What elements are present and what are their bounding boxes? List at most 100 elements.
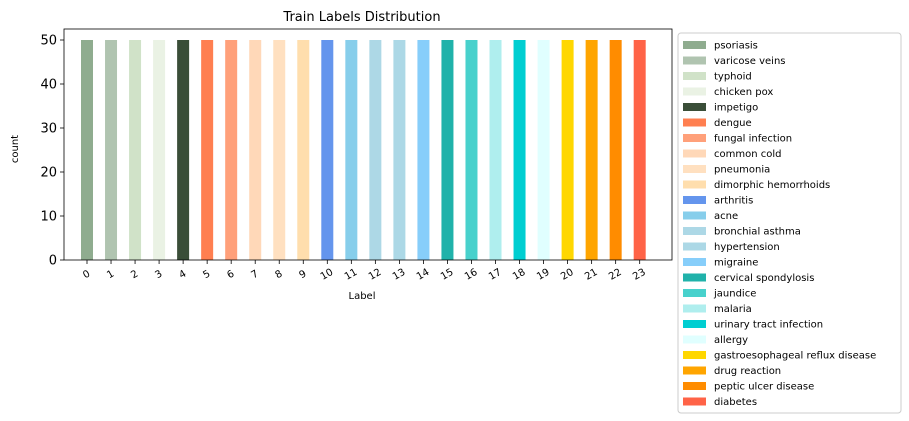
bar-jaundice (465, 40, 478, 260)
legend-entry: malaria (714, 304, 752, 315)
x-tick-label: 5 (201, 268, 212, 281)
bar-hypertension (393, 40, 406, 260)
x-tick-label: 3 (153, 268, 164, 281)
bar-peptic-ulcer-disease (609, 40, 622, 260)
legend-swatch (683, 72, 706, 80)
bar-arthritis (321, 40, 334, 260)
x-tick-label: 20 (559, 267, 576, 283)
legend-entry: impetigo (714, 103, 758, 114)
bar-varicose-veins (105, 40, 118, 260)
legend-entry: varicose veins (714, 56, 786, 67)
x-tick-label: 22 (607, 267, 624, 283)
legend-swatch (683, 289, 706, 297)
y-tick-label: 30 (40, 122, 57, 137)
legend-swatch (683, 165, 706, 173)
bar-impetigo (177, 40, 190, 260)
legend-entry: common cold (714, 149, 781, 160)
bar-malaria (489, 40, 502, 260)
legend: psoriasis varicose veins typhoid chicken po… (677, 32, 902, 414)
legend-swatch (683, 242, 706, 251)
bar-bronchial-asthma (369, 40, 382, 260)
bar-pneumonia (273, 40, 286, 260)
x-tick-label: 10 (319, 267, 336, 283)
legend-entry: fungal infection (714, 134, 792, 145)
legend-swatch (683, 41, 706, 49)
legend-swatch (683, 180, 706, 189)
y-tick-label: 50 (40, 34, 57, 49)
bar-dimorphic-hemorrhoids (297, 40, 310, 260)
legend-swatch (683, 103, 706, 111)
legend-entry: gastroesophageal reflux disease (714, 351, 876, 362)
legend-entry: bronchial asthma (714, 227, 801, 238)
x-tick-label: 14 (415, 267, 432, 283)
y-tick-label: 40 (40, 78, 57, 93)
legend-swatch (683, 87, 706, 96)
y-tick-label: 0 (49, 254, 57, 269)
x-tick-label: 2 (129, 268, 140, 281)
x-axis-label: Label (349, 291, 376, 302)
x-tick-label: 21 (583, 267, 600, 283)
legend-entry: typhoid (714, 72, 752, 83)
legend-swatch (683, 320, 706, 328)
x-tick-label: 0 (81, 268, 92, 281)
legend-swatch (683, 227, 706, 235)
legend-entry: chicken pox (714, 87, 773, 98)
bar-allergy (537, 40, 550, 260)
x-tick-label: 17 (487, 267, 504, 283)
x-tick-label: 19 (535, 267, 552, 283)
legend-entry: pneumonia (714, 165, 770, 176)
legend-entry: urinary tract infection (714, 320, 823, 331)
legend-entry: diabetes (714, 397, 757, 408)
x-tick-label: 7 (249, 268, 260, 281)
legend-swatch (683, 382, 706, 390)
bar-acne (345, 40, 358, 260)
x-tick-label: 4 (177, 268, 188, 281)
legend-swatch (683, 335, 706, 344)
x-tick-label: 1 (105, 268, 116, 281)
x-tick-label: 6 (225, 268, 236, 281)
legend-entry: allergy (714, 335, 748, 346)
x-tick-label: 12 (367, 267, 384, 283)
legend-entry: peptic ulcer disease (714, 382, 814, 393)
legend-swatch (683, 351, 706, 359)
legend-entry: jaundice (713, 289, 756, 300)
legend-entry: dengue (714, 118, 752, 129)
bar-urinary-tract-infection (513, 40, 526, 260)
legend-swatch (683, 397, 706, 406)
legend-entry: migraine (714, 258, 758, 269)
bar-dengue (201, 40, 214, 260)
legend-entry: psoriasis (714, 41, 758, 52)
legend-entry: acne (714, 211, 738, 222)
legend-swatch (683, 134, 706, 142)
bar-common-cold (249, 40, 262, 260)
x-tick-label: 8 (273, 268, 284, 281)
bar-diabetes (633, 40, 646, 260)
legend-swatch (683, 258, 706, 266)
x-tick-label: 23 (631, 267, 648, 283)
legend-box (677, 32, 902, 414)
legend-entry: cervical spondylosis (714, 273, 814, 284)
legend-swatch (683, 56, 706, 65)
y-axis-label: count (10, 135, 21, 163)
legend-entry: arthritis (714, 196, 753, 207)
y-tick-label: 20 (40, 166, 57, 181)
x-tick-label: 18 (511, 267, 528, 283)
legend-entry: drug reaction (714, 366, 781, 377)
chart-title: Train Labels Distribution (282, 10, 440, 25)
legend-swatch (683, 118, 706, 127)
bar-gastroesophageal-reflux-disease (561, 40, 574, 260)
x-tick-label: 13 (391, 267, 408, 283)
legend-swatch (683, 211, 706, 220)
bar-typhoid (129, 40, 142, 260)
legend-entry: dimorphic hemorrhoids (714, 180, 830, 191)
plot-frame (63, 28, 673, 261)
x-tick-label: 9 (298, 268, 309, 281)
legend-swatch (683, 273, 706, 282)
x-tick-label: 15 (439, 267, 456, 283)
bar-psoriasis (81, 40, 93, 260)
legend-swatch (683, 196, 706, 204)
x-tick-label: 11 (343, 267, 360, 283)
legend-entry: hypertension (714, 242, 780, 253)
